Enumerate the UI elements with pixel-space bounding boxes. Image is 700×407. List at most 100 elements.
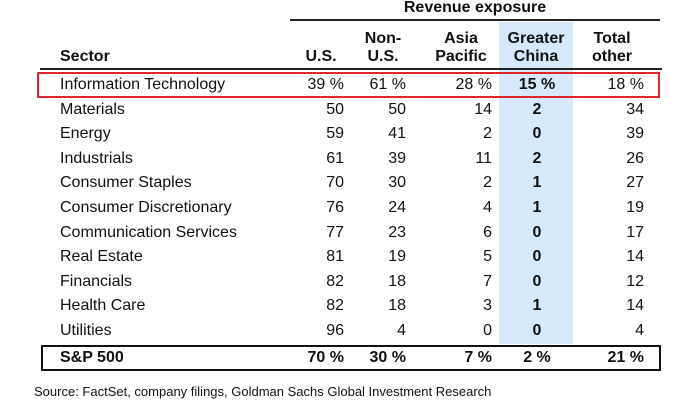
cell-sector: Information Technology [60, 76, 226, 93]
cell-greater-china: 15 % [518, 76, 556, 93]
cell-us: 81 [326, 248, 344, 266]
table-row: Consumer Staples 70 30 2 1 27 [0, 171, 700, 195]
cell-asia-pacific: 6 [483, 223, 492, 241]
cell-sector: S&P 500 [60, 349, 124, 366]
cell-us: 50 [326, 100, 344, 118]
header-total-line1: Total [593, 30, 631, 47]
cell-sector: Energy [60, 125, 111, 143]
table-row: Information Technology 39 % 61 % 28 % 15 % 18… [0, 73, 700, 97]
cell-greater-china: 2 [532, 100, 542, 118]
cell-non-us: 41 [388, 125, 406, 143]
cell-total-other: 14 [626, 297, 644, 315]
cell-us: 77 [326, 223, 344, 241]
cell-non-us: 23 [388, 223, 406, 241]
cell-total-other: 34 [626, 100, 644, 118]
cell-asia-pacific: 11 [475, 149, 492, 167]
table-row: Consumer Discretionary 76 24 4 1 19 [0, 196, 700, 220]
table-row: Materials 50 50 14 2 34 [0, 98, 700, 122]
cell-sector: Real Estate [60, 248, 143, 266]
cell-us: 59 [326, 125, 344, 143]
information-technology-highlight-box [37, 72, 660, 98]
cell-total-other: 27 [626, 174, 644, 192]
cell-non-us: 18 [388, 297, 406, 315]
cell-greater-china: 0 [532, 223, 542, 241]
cell-sector: Health Care [60, 297, 146, 315]
table-row: Energy 59 41 2 0 39 [0, 122, 700, 146]
cell-asia-pacific: 2 [483, 125, 492, 143]
cell-sector: Financials [60, 272, 133, 290]
table-row: Utilities 96 4 0 0 4 [0, 319, 700, 343]
header-china-line2: China [513, 48, 559, 65]
header-us: U.S. [296, 24, 346, 66]
cell-total-other: 12 [626, 272, 644, 290]
cell-non-us: 50 [388, 100, 406, 118]
sp500-total-box [41, 345, 661, 371]
table-row: Real Estate 81 19 5 0 14 [0, 245, 700, 269]
header-non-us: Non- U.S. [356, 24, 410, 66]
cell-sector: Consumer Discretionary [60, 199, 232, 216]
header-non-us-line1: Non- [364, 30, 402, 47]
header-non-us-line2: U.S. [367, 48, 399, 65]
header-sector-label: Sector [60, 48, 110, 65]
cell-sector: Materials [60, 100, 125, 118]
cell-sector: Utilities [60, 322, 112, 339]
cell-greater-china: 0 [532, 125, 542, 143]
cell-greater-china: 0 [532, 272, 542, 290]
cell-sector: Communication Services [60, 223, 237, 241]
cell-greater-china: 2 [532, 149, 542, 167]
header-asia-pacific: Asia Pacific [428, 24, 494, 66]
header-total-line2: other [592, 48, 632, 65]
header-sector: Sector [60, 24, 260, 66]
header-total-other: Total other [582, 24, 642, 66]
cell-total-other: 17 [626, 223, 644, 241]
cell-asia-pacific: 3 [483, 297, 492, 315]
cell-us: 82 [326, 297, 344, 315]
table-row: Industrials 61 39 11 2 26 [0, 147, 700, 171]
cell-asia-pacific: 4 [483, 199, 492, 216]
cell-asia-pacific: 14 [474, 100, 492, 118]
cell-non-us: 18 [388, 272, 406, 290]
cell-total-other: 19 [626, 199, 644, 216]
header-greater-china: Greater China [500, 24, 572, 66]
cell-greater-china: 1 [532, 199, 542, 216]
cell-us: 70 % [307, 349, 344, 366]
header-asia-line2: Pacific [435, 48, 487, 65]
cell-non-us: 4 [397, 322, 406, 339]
cell-non-us: 30 [388, 174, 406, 192]
header-rule [40, 68, 662, 70]
table-row: Health Care 82 18 3 1 14 [0, 294, 700, 318]
cell-us: 70 [326, 174, 344, 192]
cell-greater-china: 0 [532, 322, 542, 339]
cell-total-other: 14 [626, 248, 644, 266]
table-row: Financials 82 18 7 0 12 [0, 270, 700, 294]
cell-asia-pacific: 2 [483, 174, 492, 192]
header-us-label: U.S. [305, 48, 337, 65]
revenue-exposure-rule [290, 19, 660, 21]
cell-sector: Industrials [60, 149, 133, 167]
cell-us: 61 [326, 149, 344, 167]
cell-asia-pacific: 28 % [455, 76, 492, 93]
greater-china-column-highlight [499, 22, 573, 344]
cell-total-other: 39 [626, 125, 644, 143]
cell-non-us: 61 % [369, 76, 406, 93]
cell-us: 96 [326, 322, 344, 339]
cell-greater-china: 1 [532, 297, 542, 315]
cell-total-other: 21 % [607, 349, 644, 366]
cell-asia-pacific: 7 % [464, 349, 492, 366]
table-row: Communication Services 77 23 6 0 17 [0, 221, 700, 245]
cell-asia-pacific: 7 [483, 272, 492, 290]
cell-total-other: 26 [626, 149, 644, 167]
cell-total-other: 4 [635, 322, 644, 339]
cell-non-us: 19 [388, 248, 406, 266]
source-note: Source: FactSet, company filings, Goldma… [34, 384, 492, 399]
cell-non-us: 39 [388, 149, 406, 167]
cell-greater-china: 1 [532, 174, 542, 192]
cell-us: 82 [326, 272, 344, 290]
header-asia-line1: Asia [444, 30, 478, 47]
cell-non-us: 30 % [369, 349, 406, 366]
table-row-sp500: S&P 500 70 % 30 % 7 % 2 % 21 % [0, 346, 700, 370]
revenue-exposure-header: Revenue exposure [403, 0, 547, 16]
header-china-line1: Greater [507, 30, 565, 47]
cell-greater-china: 0 [532, 248, 542, 266]
cell-us: 39 % [307, 76, 344, 93]
